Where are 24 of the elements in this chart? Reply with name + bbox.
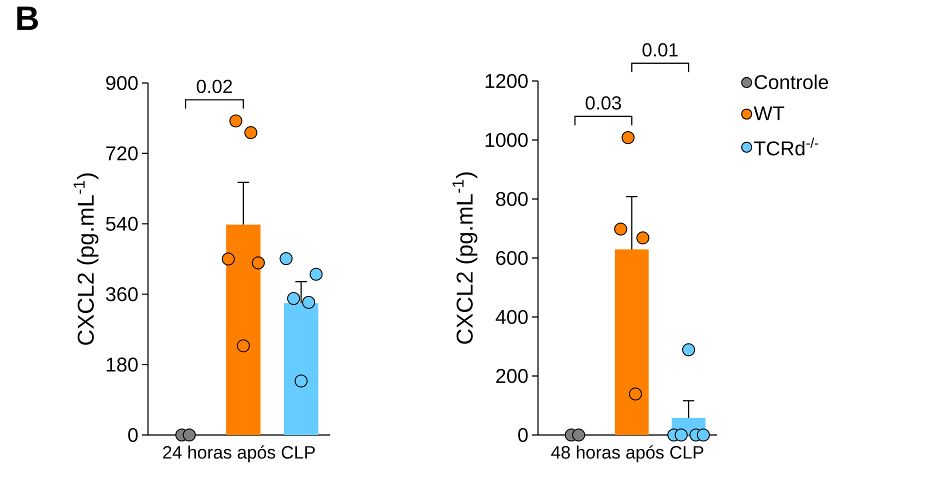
y-tick-label: 0 bbox=[128, 428, 138, 442]
y-tick-label: 400 bbox=[496, 310, 528, 324]
y-tick-label: 0 bbox=[518, 428, 528, 442]
x-axis-title: 24 horas após CLP bbox=[163, 445, 315, 462]
y-tick-label: 540 bbox=[106, 216, 138, 231]
x-axis-title: 48 horas após CLP bbox=[551, 445, 704, 462]
y-tick-label: 1200 bbox=[486, 74, 528, 88]
legend-label: WT bbox=[754, 106, 784, 120]
legend-label: Controle bbox=[754, 74, 828, 90]
annotation: 0.02 bbox=[196, 80, 232, 94]
chart-title: B bbox=[17, 6, 38, 30]
text: 0.01 bbox=[642, 43, 678, 57]
y-tick-label: 200 bbox=[496, 368, 528, 384]
y-tick-label: 900 bbox=[106, 76, 138, 90]
y-axis-title: CXCL2 (pg.mL$^{-1}$) bbox=[452, 172, 478, 344]
y-tick-label: 720 bbox=[106, 146, 138, 160]
y-tick-label: 800 bbox=[496, 192, 528, 206]
y-tick-label: 180 bbox=[106, 358, 138, 372]
y-tick-label: 1000 bbox=[486, 132, 528, 148]
y-tick-label: 600 bbox=[496, 250, 528, 266]
annotation: 0.03 bbox=[586, 96, 621, 110]
y-axis-title: CXCL2 (pg.mL$^{-1}$) bbox=[74, 173, 98, 345]
legend-label: TCRd$^{-/-}$ bbox=[754, 138, 818, 156]
y-tick-label: 360 bbox=[106, 287, 138, 302]
